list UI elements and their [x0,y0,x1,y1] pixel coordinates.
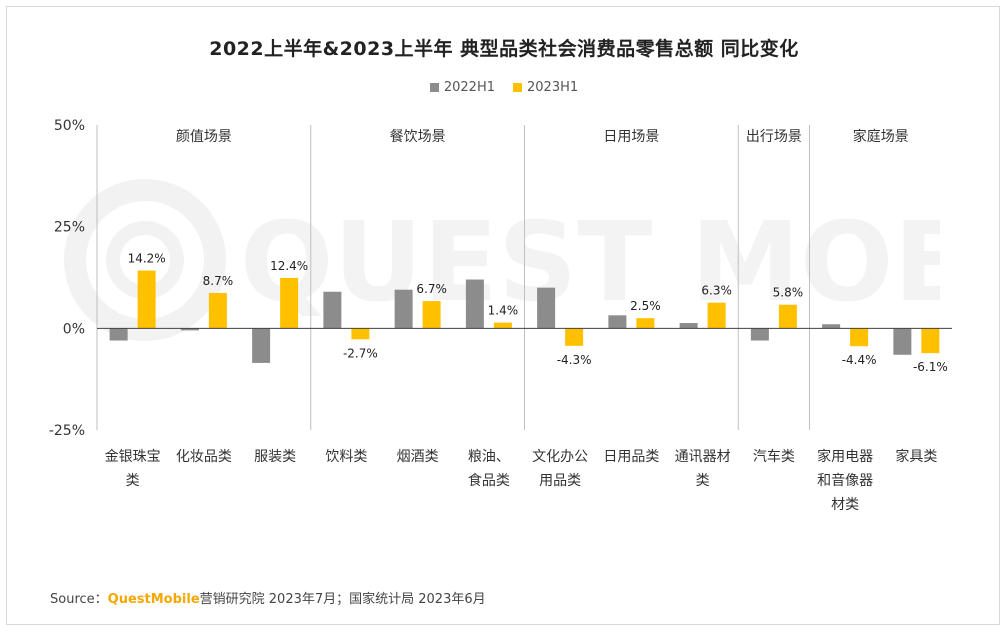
bar-2023h1 [565,328,584,346]
category-label: 类 [126,473,140,489]
group-label: 颜值场景 [176,129,232,145]
legend-label-2022h1: 2022H1 [443,80,495,95]
y-tick-label: 50% [54,118,85,134]
group-label: 日用场景 [603,129,659,145]
data-label: -4.4% [842,353,877,367]
data-label: 8.7% [203,274,234,288]
data-label: -2.7% [343,346,378,360]
y-tick-label: -25% [49,423,85,439]
bar-2023h1 [422,301,441,329]
category-label: 化妆品类 [176,449,232,465]
data-label: 2.5% [630,299,661,313]
bar-2023h1 [850,328,869,347]
chart-title: 2022上半年&2023上半年 典型品类社会消费品零售总额 同比变化 [209,38,799,60]
data-label: 6.3% [701,284,732,298]
bar-2023h1 [137,270,156,329]
data-label: -6.1% [913,360,948,374]
bar-2023h1 [280,277,299,329]
bar-2022h1 [109,328,128,341]
group-label: 出行场景 [746,129,802,145]
category-label: 材类 [831,497,859,513]
category-label: 日用品类 [603,449,659,465]
category-label: 服装类 [254,449,296,465]
bar-2022h1 [465,279,484,329]
bar-2022h1 [679,323,698,329]
group-label: 家庭场景 [853,128,909,145]
data-label: 12.4% [270,259,308,273]
category-label: 家具类 [895,448,937,465]
bar-2023h1 [351,328,370,340]
data-label: -4.3% [557,353,592,367]
legend-item-2022h1: 2022H1 [429,80,495,95]
category-label: 用品类 [539,473,581,489]
data-label: 5.8% [773,286,804,300]
y-tick-label: 25% [54,220,85,236]
group-label: 餐饮场景 [390,129,446,145]
legend-item-2023h1: 2023H1 [513,80,578,95]
bar-2022h1 [252,328,271,363]
bar-2023h1 [493,322,512,329]
bar-2022h1 [750,328,769,341]
bar-2023h1 [208,292,227,329]
legend-swatch-2022h1 [429,83,439,92]
category-label: 食品类 [468,472,510,489]
bar-2023h1 [636,318,655,329]
legend: 2022H1 2023H1 [0,80,1008,95]
data-label: 1.4% [488,304,519,318]
bar-2022h1 [822,324,841,329]
category-label: 金银珠宝 [105,449,161,465]
legend-swatch-2023h1 [513,83,522,92]
bar-2023h1 [707,302,726,329]
data-label: 6.7% [416,282,447,296]
category-label: 烟酒类 [397,449,439,465]
category-label: 饮料类 [325,449,367,465]
source-brand: QuestMobile [107,592,200,607]
category-label: 汽车类 [753,448,795,465]
bar-2022h1 [893,328,912,355]
bar-2022h1 [323,291,342,329]
category-label: 文化办公 [532,449,588,465]
data-label: 14.2% [128,252,166,266]
source-prefix: Source： [50,592,108,607]
y-tick-label: 0% [63,321,85,337]
bar-2022h1 [180,328,199,331]
bar-2022h1 [537,287,556,329]
category-label: 粮油、 [468,449,510,465]
category-label: 和音像器 [817,472,873,489]
bar-2022h1 [394,289,413,329]
source-note: Source：QuestMobile营销研究院 2023年7月；国家统计局 20… [50,588,486,607]
source-suffix: 营销研究院 2023年7月；国家统计局 2023年6月 [199,592,486,607]
category-label: 通讯器材 [675,449,731,465]
category-label: 类 [696,473,710,489]
bar-2023h1 [921,328,940,354]
bar-2023h1 [778,304,797,329]
bar-2022h1 [608,315,627,329]
legend-label-2023h1: 2023H1 [527,80,579,95]
category-label: 家用电器 [817,448,873,465]
